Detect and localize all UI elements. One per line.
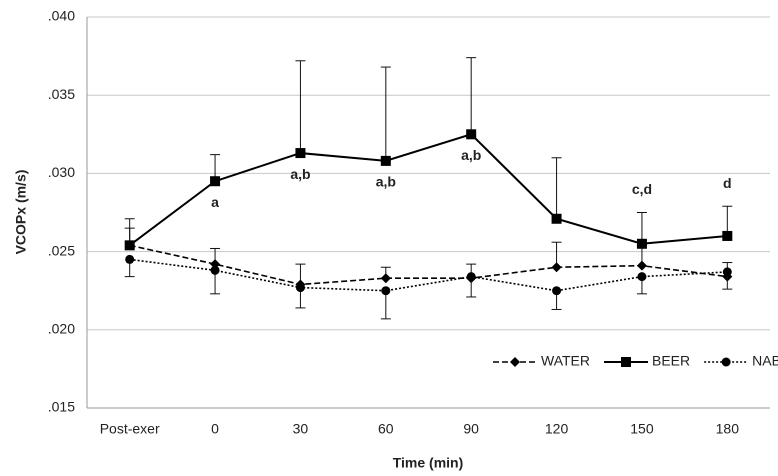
point-marker xyxy=(210,176,221,187)
point-marker xyxy=(295,283,305,293)
y-tick-label: .040 xyxy=(48,8,75,24)
point-marker xyxy=(636,260,647,271)
annotation: a xyxy=(211,194,219,210)
series-line xyxy=(129,133,728,247)
point-marker xyxy=(466,129,477,140)
point-marker xyxy=(551,262,562,273)
point-marker xyxy=(210,259,221,270)
annotation: a,b xyxy=(461,147,481,163)
y-tick-label: .020 xyxy=(48,321,75,337)
annotation: d xyxy=(723,175,732,191)
annotation: c,d xyxy=(632,181,652,197)
x-tick-label: 90 xyxy=(463,421,479,437)
point-marker xyxy=(210,265,220,275)
y-tick-label: .015 xyxy=(48,399,75,415)
x-tick-label: 0 xyxy=(211,421,219,437)
legend-marker xyxy=(510,357,520,367)
x-tick-label: Post-exer xyxy=(100,421,160,437)
point-marker xyxy=(552,286,562,296)
point-marker xyxy=(381,286,391,296)
point-marker xyxy=(722,267,732,277)
legend-label: WATER xyxy=(541,353,590,369)
point-marker xyxy=(380,273,391,284)
point-marker xyxy=(295,148,306,159)
point-marker xyxy=(636,238,647,249)
point-marker xyxy=(124,240,135,251)
y-tick-label: .025 xyxy=(48,242,75,258)
annotation: a,b xyxy=(376,174,396,190)
x-tick-label: 180 xyxy=(716,421,740,437)
legend-marker xyxy=(721,357,731,367)
y-tick-label: .030 xyxy=(48,164,75,180)
point-marker xyxy=(637,272,647,282)
series-line xyxy=(129,244,728,286)
x-axis-label: Time (min) xyxy=(393,455,464,471)
x-tick-label: 120 xyxy=(545,421,569,437)
legend-label: NAB xyxy=(752,353,778,369)
y-axis-label: VCOPx (m/s) xyxy=(13,170,29,255)
annotation: a,b xyxy=(290,166,310,182)
x-tick-label: 150 xyxy=(630,421,654,437)
point-marker xyxy=(125,254,135,264)
point-marker xyxy=(551,213,562,224)
point-marker xyxy=(380,155,391,166)
y-tick-label: .035 xyxy=(48,86,75,102)
point-marker xyxy=(466,272,476,282)
legend-marker xyxy=(621,357,631,367)
point-marker xyxy=(722,230,733,241)
x-tick-label: 60 xyxy=(378,421,394,437)
legend-label: BEER xyxy=(652,353,690,369)
series-line xyxy=(129,258,728,292)
x-tick-label: 30 xyxy=(293,421,309,437)
